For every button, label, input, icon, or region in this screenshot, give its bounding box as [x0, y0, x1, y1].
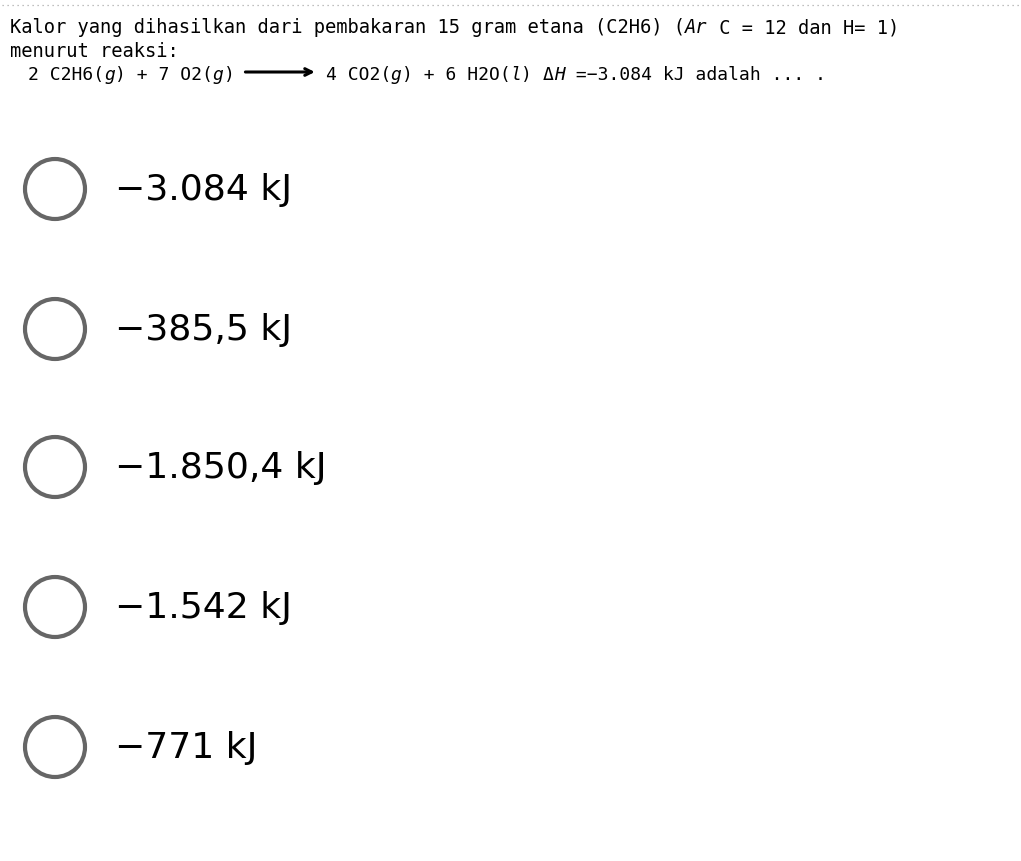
Text: ): ): [224, 66, 235, 84]
Text: H: H: [554, 66, 565, 84]
Text: ): ): [522, 66, 543, 84]
Text: 2 C2H6(: 2 C2H6(: [28, 66, 104, 84]
Text: −3.084 kJ: −3.084 kJ: [115, 173, 292, 207]
Text: g: g: [391, 66, 401, 84]
Text: l: l: [510, 66, 522, 84]
Text: ) + 7 O2(: ) + 7 O2(: [115, 66, 212, 84]
Text: −1.850,4 kJ: −1.850,4 kJ: [115, 450, 327, 485]
Text: Kalor yang dihasilkan dari pembakaran 15 gram etana (C2H6) (: Kalor yang dihasilkan dari pembakaran 15…: [10, 18, 685, 37]
Text: =−3.084 kJ adalah ... .: =−3.084 kJ adalah ... .: [565, 66, 826, 84]
Text: 4 CO2(: 4 CO2(: [326, 66, 391, 84]
Text: ) + 6 H2O(: ) + 6 H2O(: [401, 66, 510, 84]
Text: C = 12 dan H= 1): C = 12 dan H= 1): [708, 18, 898, 37]
Text: Δ: Δ: [543, 66, 554, 84]
Text: g: g: [104, 66, 115, 84]
Text: Ar: Ar: [685, 18, 708, 37]
Text: −771 kJ: −771 kJ: [115, 730, 257, 764]
Text: g: g: [212, 66, 224, 84]
Text: −1.542 kJ: −1.542 kJ: [115, 591, 292, 624]
Text: menurut reaksi:: menurut reaksi:: [10, 42, 179, 61]
Text: −385,5 kJ: −385,5 kJ: [115, 313, 292, 347]
